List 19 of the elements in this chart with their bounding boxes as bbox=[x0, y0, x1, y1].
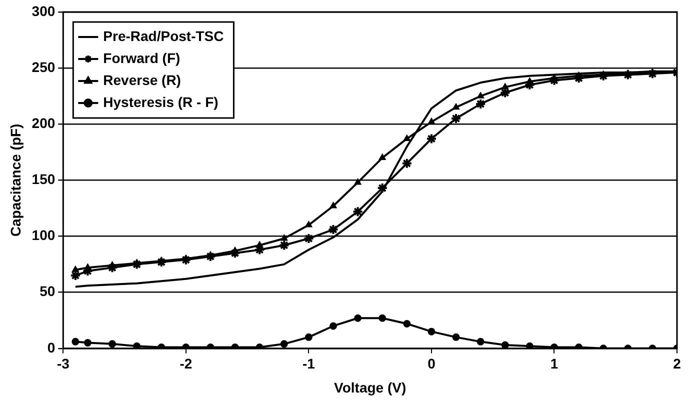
legend-label: Hysteresis (R - F) bbox=[103, 94, 218, 110]
y-tick-label: 150 bbox=[32, 171, 56, 188]
legend-label: Forward (F) bbox=[103, 50, 180, 66]
y-tick-label: 250 bbox=[32, 58, 56, 75]
y-axis-title: Capacitance (pF) bbox=[7, 124, 24, 237]
x-tick-label: -3 bbox=[56, 356, 70, 372]
x-tick-label: -2 bbox=[180, 356, 192, 372]
y-tick-label: 0 bbox=[47, 339, 56, 356]
x-tick-label: 2 bbox=[673, 356, 682, 372]
x-tick-label: 1 bbox=[550, 356, 558, 372]
y-tick-label: 50 bbox=[40, 283, 56, 300]
x-tick-label: -1 bbox=[302, 356, 316, 372]
legend-label: Reverse (R) bbox=[103, 72, 181, 88]
y-tick-label: 200 bbox=[32, 114, 56, 131]
y-tick-label: 100 bbox=[32, 227, 56, 244]
legend-label: Pre-Rad/Post-TSC bbox=[103, 28, 224, 44]
x-axis-title: Voltage (V) bbox=[334, 379, 406, 396]
y-tick-label: 300 bbox=[32, 2, 56, 19]
x-tick-label: 0 bbox=[428, 356, 436, 372]
